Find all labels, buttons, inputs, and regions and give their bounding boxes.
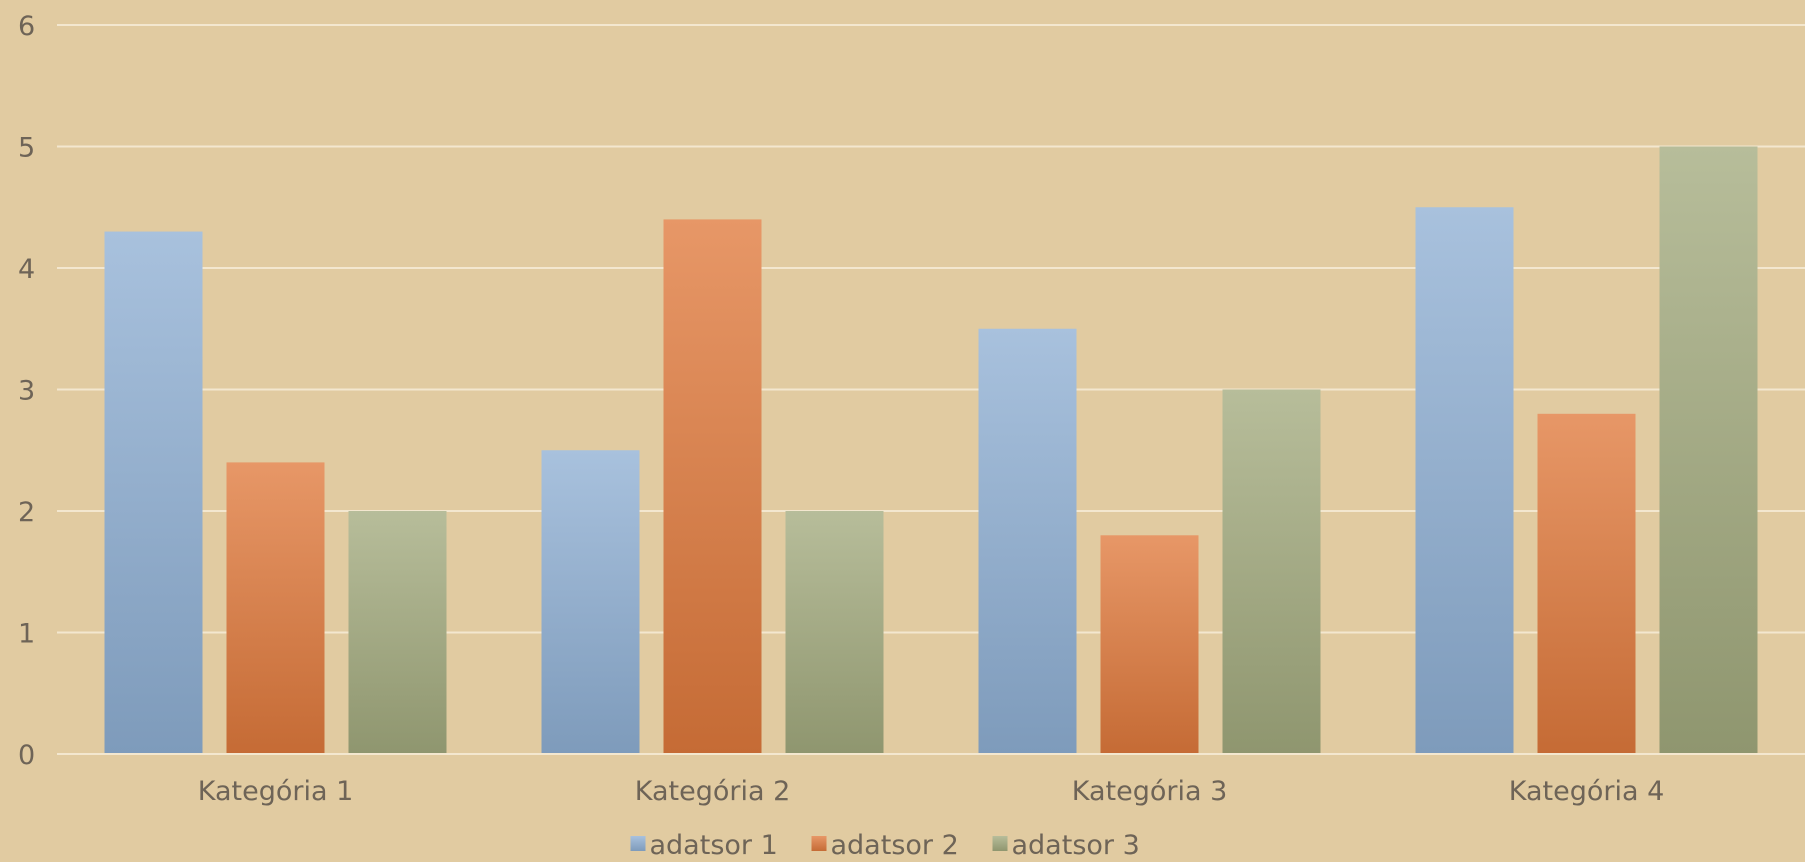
bar: [348, 511, 447, 754]
legend-label: adatsor 1: [650, 830, 778, 858]
x-axis-ticks: Kategória 1 Kategória 2 Kategória 3 Kategór…: [198, 776, 1665, 807]
bar: [1415, 207, 1514, 754]
legend-label: adatsor 3: [1012, 830, 1140, 858]
y-tick-label: 4: [18, 254, 35, 285]
x-tick-label: Kategória 3: [1072, 776, 1228, 807]
x-tick-label: Kategória 2: [635, 776, 791, 807]
legend-swatch: [992, 836, 1008, 851]
bar: [1537, 413, 1636, 754]
y-axis-ticks: 0 1 2 3 4 5 6: [18, 11, 35, 771]
bar: [978, 328, 1077, 754]
x-tick-label: Kategória 1: [198, 776, 354, 807]
bar: [785, 511, 884, 754]
legend: adatsor 1 adatsor 2 adatsor 3: [630, 830, 1140, 861]
y-tick-label: 2: [18, 497, 35, 528]
gridlines: [57, 24, 1805, 634]
bar: [663, 219, 762, 754]
y-tick-label: 3: [18, 376, 35, 407]
bar: [1100, 535, 1199, 754]
bar: [1222, 389, 1321, 754]
legend-swatch: [811, 836, 827, 851]
bar: [1659, 146, 1758, 754]
bar: [226, 462, 325, 754]
y-tick-label: 0: [18, 740, 35, 771]
y-tick-label: 5: [18, 133, 35, 164]
legend-label: adatsor 2: [831, 830, 959, 858]
bar: [541, 450, 640, 754]
x-tick-label: Kategória 4: [1509, 776, 1665, 807]
y-tick-label: 6: [18, 11, 35, 42]
bar: [104, 231, 203, 755]
bars: [104, 146, 1758, 755]
y-tick-label: 1: [18, 619, 35, 650]
legend-swatch: [630, 836, 646, 851]
